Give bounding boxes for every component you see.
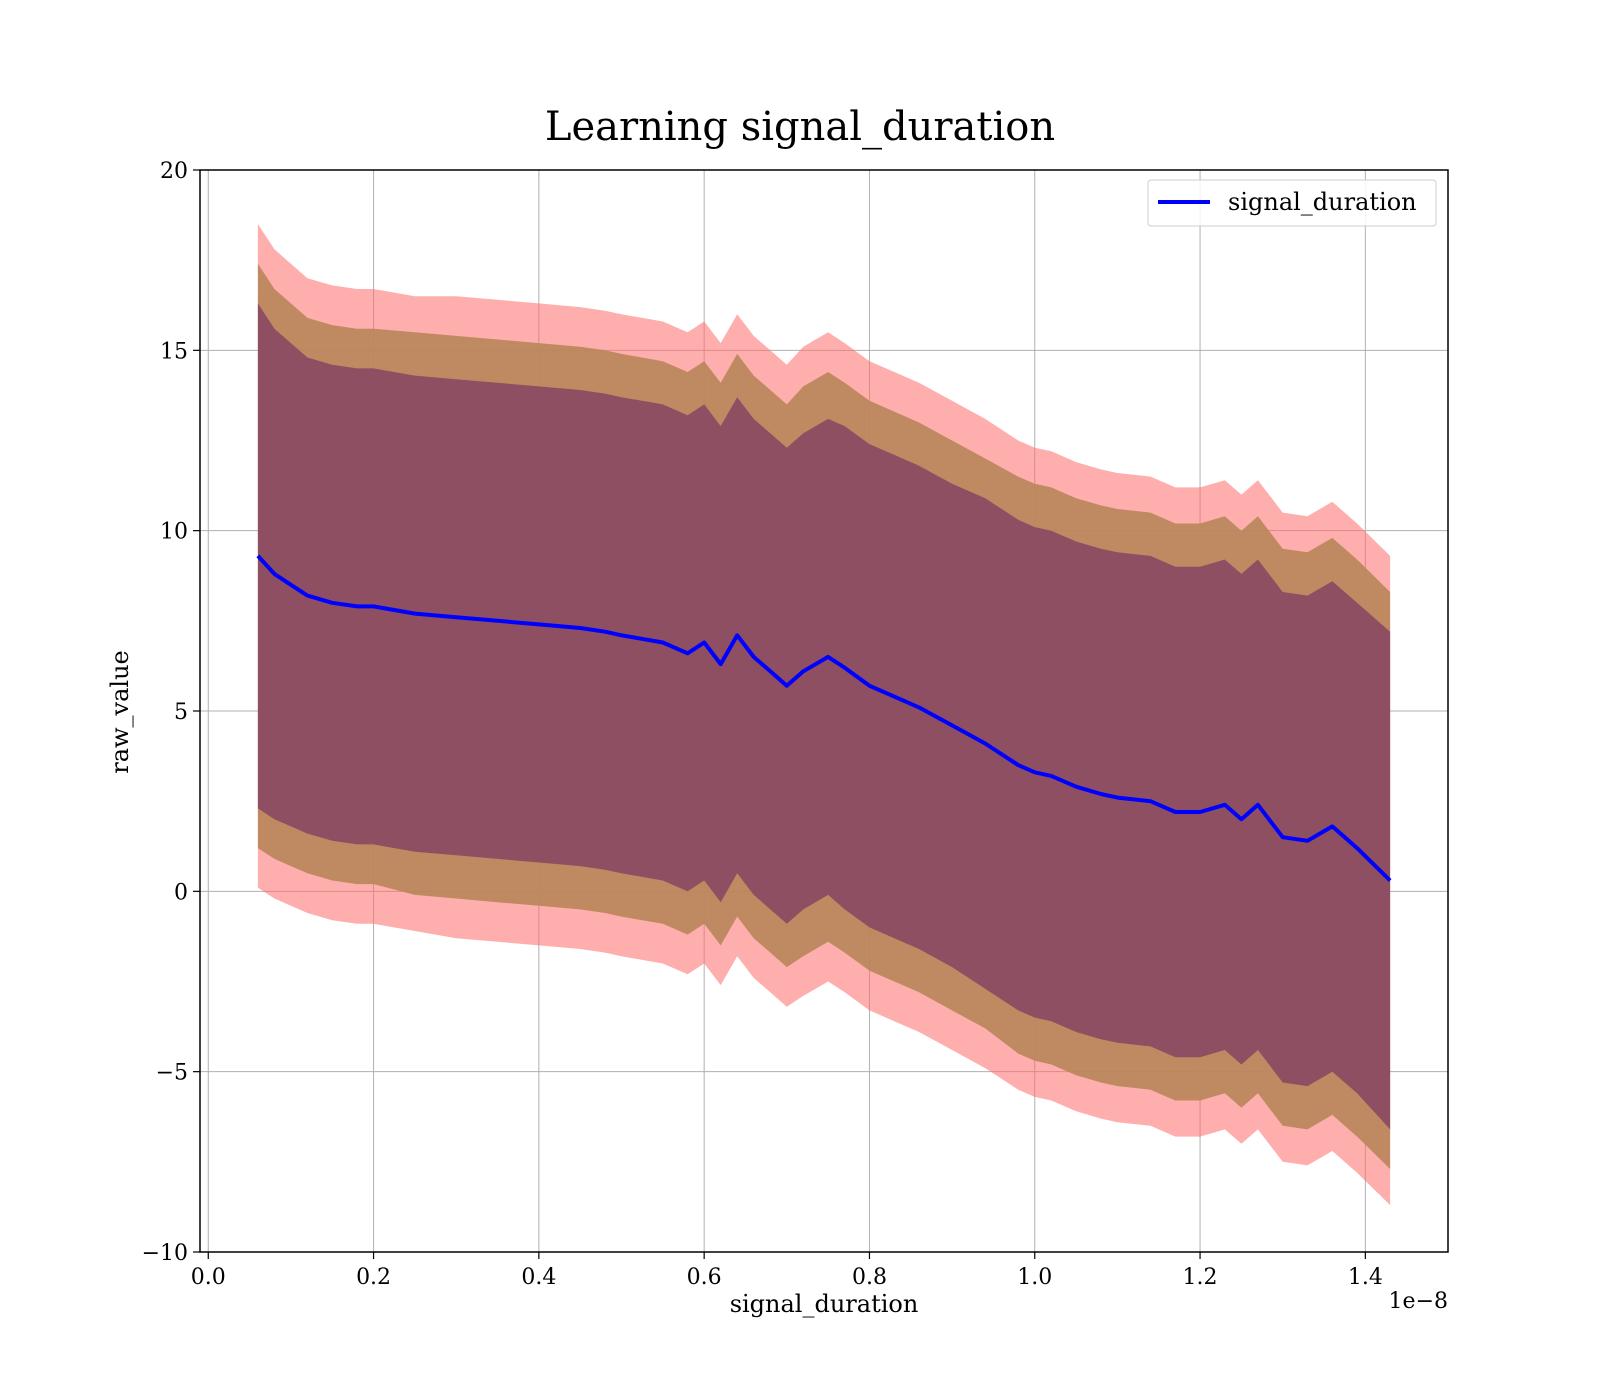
legend: signal_duration xyxy=(1147,179,1437,227)
legend-label: signal_duration xyxy=(1228,188,1417,216)
y-tick-label: −10 xyxy=(142,1241,188,1266)
x-tick-label: 1.4 xyxy=(1348,1265,1383,1290)
y-tick-label: 0 xyxy=(174,880,188,905)
series-line-signal-duration xyxy=(256,554,1392,882)
data-series xyxy=(256,554,1392,882)
x-axis-ticks: 0.0 0.2 0.4 0.6 0.8 1.0 1.2 1.4 xyxy=(191,1252,1383,1290)
x-tick-label: 1.2 xyxy=(1183,1265,1218,1290)
x-tick-label: 0.8 xyxy=(852,1265,887,1290)
x-tick-label: 0.6 xyxy=(687,1265,722,1290)
x-tick-label: 0.2 xyxy=(356,1265,391,1290)
chart-title: Learning signal_duration xyxy=(545,104,1055,150)
y-tick-label: 15 xyxy=(160,339,188,364)
x-tick-label: 0.0 xyxy=(191,1265,226,1290)
y-axis-label: raw_value xyxy=(106,650,134,774)
y-tick-label: 10 xyxy=(160,520,188,545)
y-tick-label: 20 xyxy=(160,159,188,184)
x-tick-label: 1.0 xyxy=(1017,1265,1052,1290)
legend-box xyxy=(1147,179,1437,227)
y-axis-ticks: −10 −5 0 5 10 15 20 xyxy=(142,159,200,1266)
x-axis-offset-label: 1e−8 xyxy=(1389,1289,1448,1314)
y-tick-label: 5 xyxy=(174,700,188,725)
x-tick-label: 0.4 xyxy=(521,1265,556,1290)
confidence-bands xyxy=(257,224,1391,1206)
y-tick-label: −5 xyxy=(156,1061,188,1086)
band-inner xyxy=(257,303,1391,1130)
x-axis-label: signal_duration xyxy=(730,1290,919,1318)
